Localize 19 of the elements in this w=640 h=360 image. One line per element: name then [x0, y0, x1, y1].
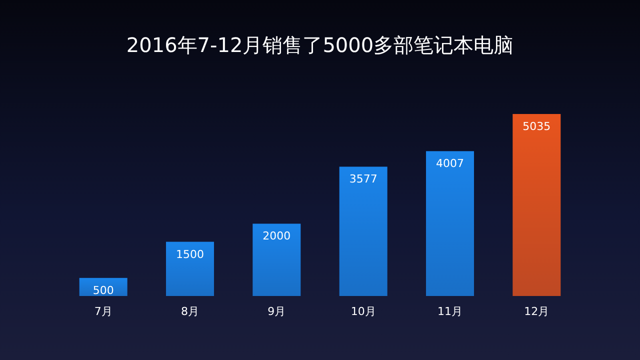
x-tick-label: 9月: [268, 305, 286, 318]
x-tick-label: 8月: [181, 305, 199, 318]
x-tick-label: 7月: [94, 305, 112, 318]
x-tick-label: 11月: [438, 305, 462, 318]
data-label: 3577: [349, 172, 378, 186]
bar: [79, 278, 128, 296]
x-tick-label: 12月: [524, 305, 550, 318]
bar: [252, 224, 301, 296]
data-label: 5035: [522, 120, 551, 133]
data-label: 2000: [262, 230, 291, 243]
data-label: 4007: [436, 157, 464, 170]
bar: [339, 166, 388, 296]
bar: [512, 114, 561, 296]
bar: [426, 151, 474, 296]
x-tick-label: 10月: [350, 305, 376, 318]
data-label: 500: [92, 284, 114, 297]
data-label: 1500: [176, 248, 204, 261]
chart-title: 2016年7-12月销售了5000多部笔记本电脑: [126, 33, 514, 57]
bar: [166, 242, 214, 296]
